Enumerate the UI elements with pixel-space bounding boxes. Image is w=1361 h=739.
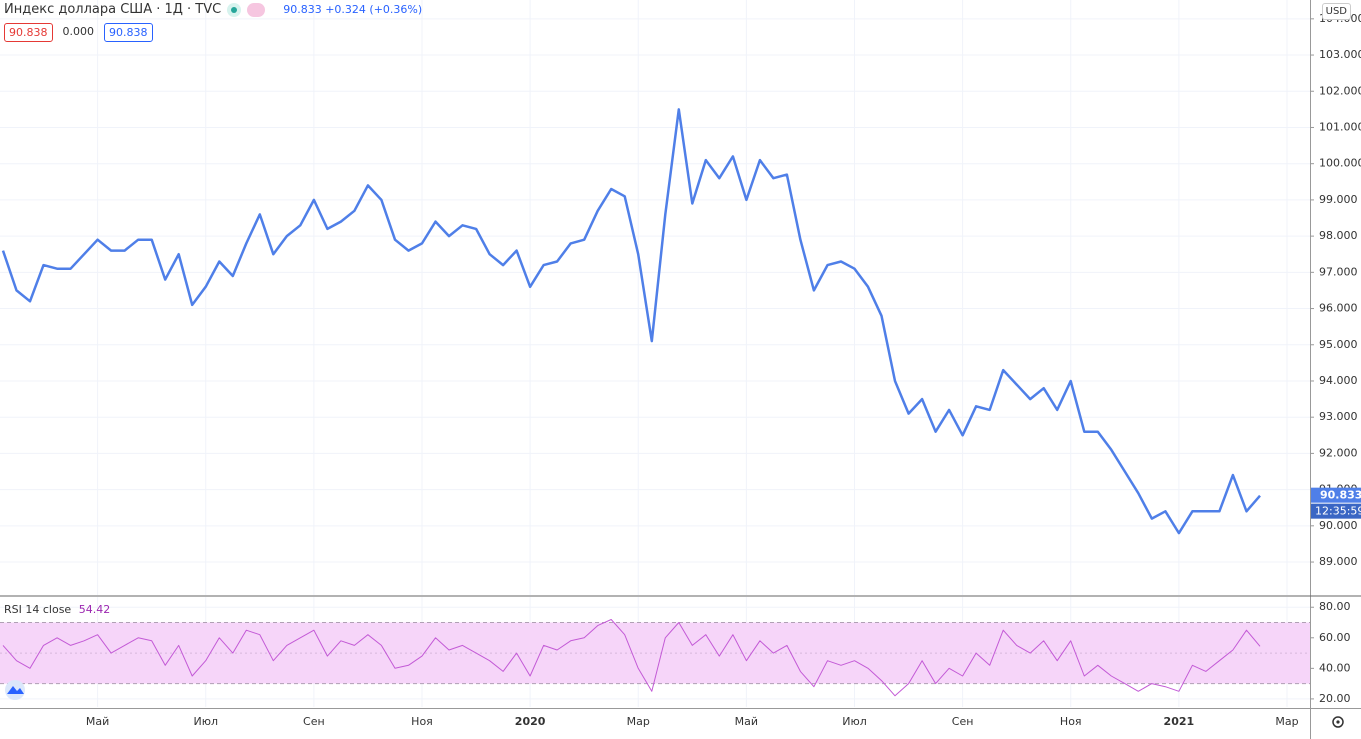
ohlc-label: 90.838: [4, 23, 53, 42]
settings-gear[interactable]: [1332, 716, 1344, 728]
y-tick-label: 96.000: [1319, 302, 1358, 315]
y-tick-label: 95.000: [1319, 338, 1358, 351]
price-tag-label: 90.833: [1320, 489, 1361, 502]
quote: 90.833 +0.324 (+0.36%): [283, 3, 423, 16]
y-tick-label: 97.000: [1319, 265, 1358, 278]
x-tick-label: Июл: [193, 715, 218, 728]
y-tick-label: 90.000: [1319, 519, 1358, 532]
status-market[interactable]: [227, 2, 242, 17]
x-tick-label: Май: [86, 715, 109, 728]
ohlc-label: 0.000: [62, 25, 95, 38]
y-tick-label: 80.00: [1319, 600, 1351, 613]
x-tick-label: Ноя: [411, 715, 433, 728]
symbol-title[interactable]: Индекс доллара США · 1Д · TVC: [4, 2, 222, 17]
x-tick-label: Мар: [1275, 715, 1298, 728]
pane: 89.00090.00091.00092.00093.00094.00095.0…: [0, 0, 1361, 595]
x-tick-label: Июл: [842, 715, 867, 728]
rsi-title[interactable]: RSI 14 close: [4, 603, 72, 616]
y-tick-label: 102.000: [1319, 84, 1361, 97]
y-tick-label: 101.000: [1319, 120, 1361, 133]
y-tick-label: 60.00: [1319, 631, 1351, 644]
x-tick-label: Сен: [952, 715, 974, 728]
price-tag: [1311, 487, 1361, 503]
pane: Май Июл Сен Ноя 2020 Мар Май Июл Сен Ноя 2021 Мар 20…: [0, 597, 1351, 728]
currency[interactable]: USD: [1321, 3, 1351, 20]
tv-logo[interactable]: [5, 680, 25, 700]
countdown-label: 12:35:59: [1315, 505, 1361, 518]
y-tick-label: 92.000: [1319, 446, 1358, 459]
symbol-header: Индекс доллара США · 1Д · TVC 90.833 +0.…: [4, 2, 422, 17]
price-line: [1, 108, 1261, 535]
x-tick-label: Ноя: [1060, 715, 1082, 728]
x-tick-label: Май: [735, 715, 758, 728]
y-tick-label: 93.000: [1319, 410, 1358, 423]
y-tick-label: 89.000: [1319, 555, 1358, 568]
rsi-header: RSI 14 close 54.42: [4, 603, 110, 616]
y-tick-label: 99.000: [1319, 193, 1358, 206]
price-line: [2, 619, 1261, 697]
x-tick-label: Сен: [303, 715, 325, 728]
countdown-tag: [1311, 503, 1361, 519]
x-tick-label: Мар: [627, 715, 650, 728]
x-tick-label: 2020: [515, 715, 546, 728]
status-delayed[interactable]: [247, 2, 266, 17]
y-tick-label: 103.000: [1319, 48, 1361, 61]
y-tick-label: 100.000: [1319, 157, 1361, 170]
y-tick-label: 98.000: [1319, 229, 1358, 242]
rsi-value: 54.42: [78, 603, 111, 616]
ohlc-label: 90.838: [104, 23, 153, 42]
y-tick-label: 94.000: [1319, 374, 1358, 387]
y-tick-label: 40.00: [1319, 661, 1351, 674]
x-tick-label: 2021: [1164, 715, 1195, 728]
y-tick-label: 20.00: [1319, 692, 1351, 705]
ohlc-labels: 90.838 0.000 90.838: [4, 23, 153, 42]
